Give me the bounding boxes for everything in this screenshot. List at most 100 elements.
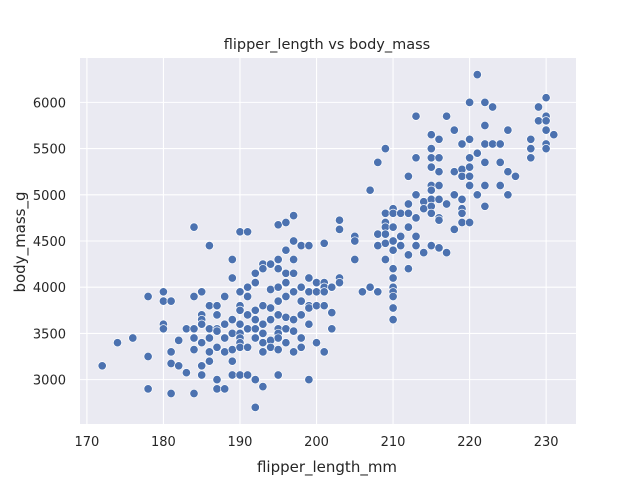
data-point [388, 245, 398, 255]
x-tick-label: 190 [228, 435, 253, 450]
data-point [380, 254, 390, 265]
data-point [465, 97, 475, 107]
data-point [365, 185, 375, 195]
data-point [243, 370, 253, 380]
data-point [189, 333, 199, 343]
data-point [174, 361, 184, 371]
data-point [296, 241, 306, 251]
data-point [266, 259, 276, 269]
data-point [204, 356, 214, 366]
data-point [426, 162, 436, 172]
data-point [289, 326, 299, 336]
data-point [472, 70, 482, 80]
data-point [304, 287, 314, 297]
data-point [449, 167, 459, 177]
data-point [227, 254, 237, 265]
data-point [112, 338, 123, 348]
data-point [480, 120, 490, 131]
data-point [434, 153, 444, 163]
data-point [227, 370, 237, 380]
data-point [273, 296, 283, 306]
x-tick-label: 220 [457, 435, 482, 450]
data-point [143, 351, 153, 362]
x-tick-label: 170 [74, 435, 99, 450]
data-point [457, 208, 467, 218]
data-point [250, 278, 260, 288]
data-point [541, 125, 551, 135]
data-point [380, 229, 390, 239]
data-point [434, 180, 444, 191]
data-point [319, 287, 329, 297]
data-point [181, 324, 191, 334]
data-point [273, 310, 283, 320]
data-point [258, 301, 268, 311]
data-point [465, 153, 475, 163]
data-point [197, 338, 207, 348]
data-point [541, 93, 551, 103]
data-point [434, 167, 444, 177]
x-tick-label: 200 [304, 435, 329, 450]
data-point [334, 215, 345, 225]
data-point [143, 291, 153, 302]
data-point [541, 116, 551, 126]
data-point [97, 361, 107, 371]
data-point [304, 303, 314, 313]
data-point [503, 167, 513, 177]
data-point [388, 236, 398, 246]
data-point [396, 241, 406, 251]
data-point [488, 102, 498, 112]
data-point [204, 347, 214, 357]
data-point [449, 224, 459, 234]
data-point [197, 319, 207, 329]
data-point [396, 208, 406, 218]
data-point [541, 144, 551, 154]
data-point [166, 388, 176, 399]
data-point [289, 254, 299, 265]
data-point [266, 342, 276, 352]
data-point [373, 241, 383, 251]
data-point [465, 171, 475, 181]
data-point [403, 208, 413, 218]
data-point [311, 301, 322, 311]
data-point [403, 222, 413, 232]
data-point [281, 217, 291, 228]
data-point [235, 370, 245, 380]
data-point [388, 291, 398, 302]
data-point [250, 268, 260, 278]
data-point [434, 194, 444, 204]
data-point [250, 333, 260, 343]
data-point [380, 238, 390, 248]
data-point [296, 310, 306, 320]
data-point [296, 342, 306, 352]
data-point [289, 211, 299, 221]
data-point [273, 345, 283, 355]
data-point [235, 319, 245, 329]
data-point [296, 282, 306, 292]
data-point [289, 315, 299, 325]
data-point [281, 245, 291, 255]
data-point [319, 238, 329, 248]
data-point [250, 375, 260, 385]
data-point [166, 347, 176, 357]
data-point [174, 335, 184, 345]
x-axis-title: flipper_length_mm [257, 458, 397, 477]
data-point [281, 291, 291, 302]
data-point [388, 273, 398, 283]
data-point [243, 291, 253, 302]
data-point [480, 180, 490, 191]
data-point [327, 282, 337, 292]
data-point [204, 333, 214, 343]
data-point [266, 303, 276, 313]
data-point [365, 282, 375, 292]
data-point [235, 227, 245, 237]
data-point [227, 315, 237, 325]
data-point [158, 287, 168, 297]
data-point [204, 241, 214, 251]
data-point [258, 264, 268, 274]
y-tick-label: 6000 [33, 96, 66, 111]
data-point [403, 264, 413, 274]
data-point [403, 171, 413, 181]
data-point [212, 384, 222, 394]
data-point [411, 190, 421, 200]
